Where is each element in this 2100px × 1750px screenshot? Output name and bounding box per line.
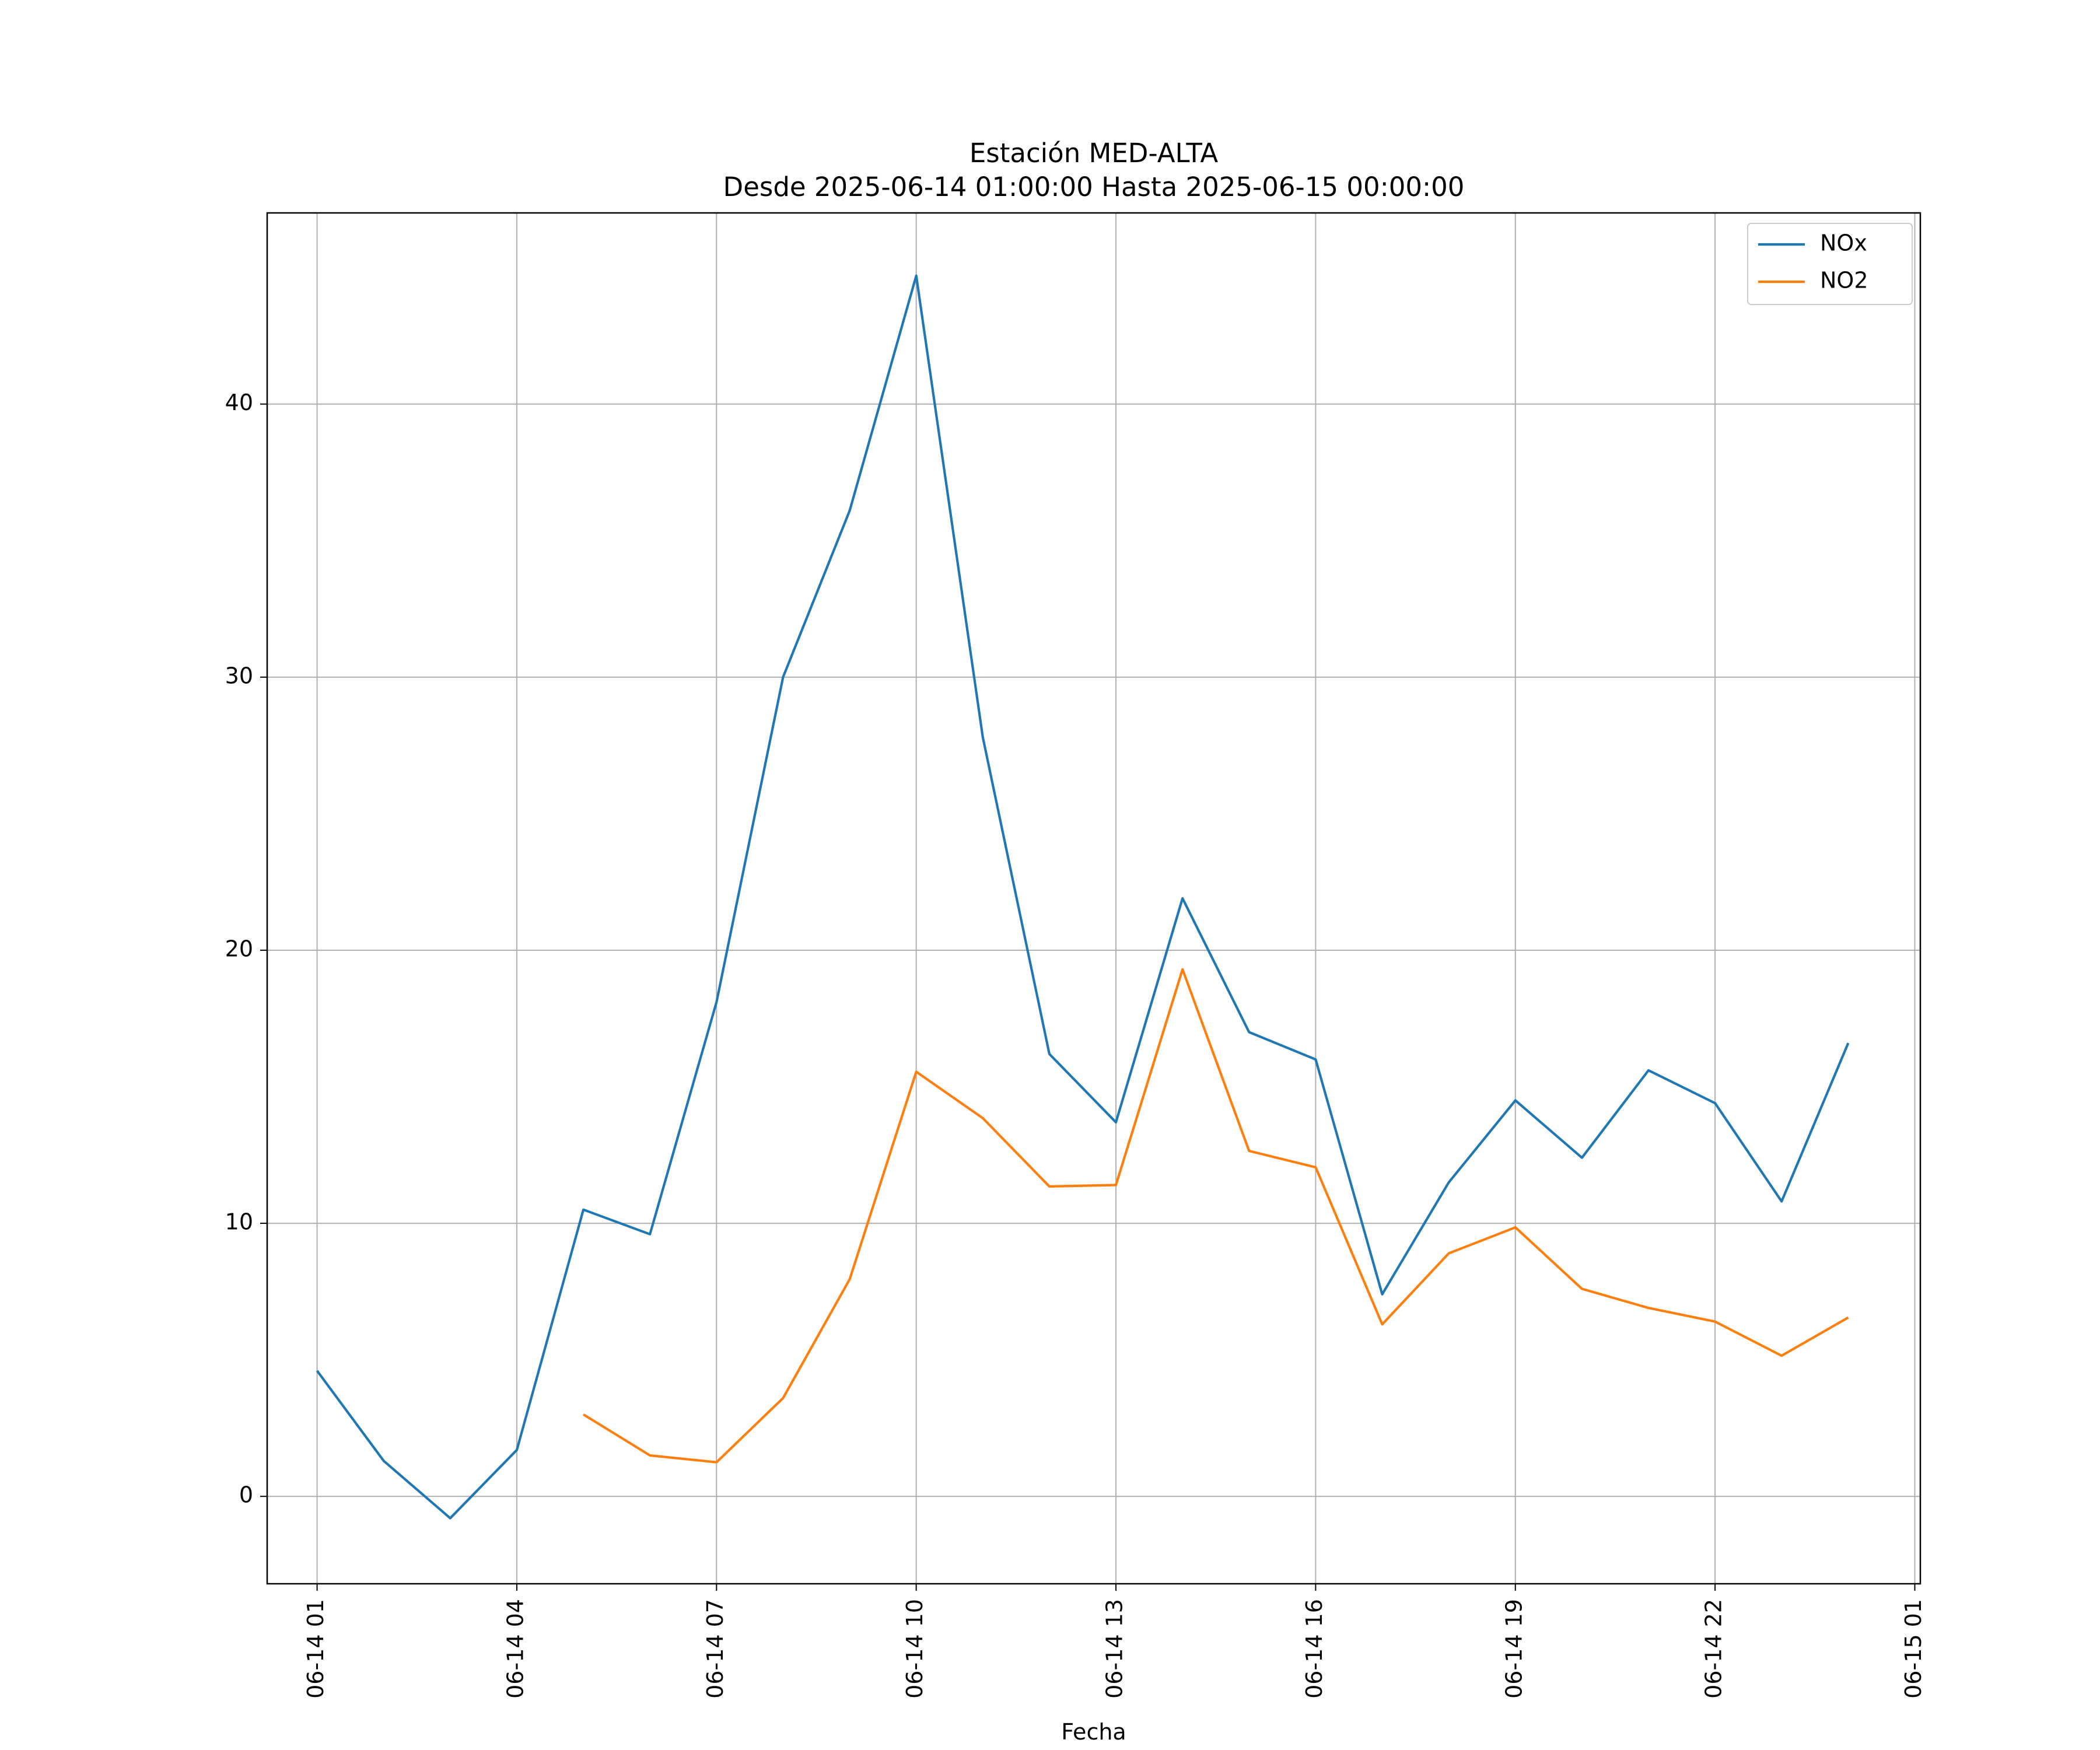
y-tick-label: 10 bbox=[225, 1209, 253, 1235]
x-tick-label: 06-14 04 bbox=[502, 1599, 528, 1699]
plot-area-frame bbox=[266, 212, 1922, 1585]
x-tick-label: 06-14 19 bbox=[1501, 1599, 1527, 1699]
x-axis-ticks: 06-14 01 06-14 04 06-14 07 06-14 10 06-14 13… bbox=[303, 1584, 1926, 1699]
legend-label: NO2 bbox=[1820, 268, 1868, 293]
y-tick-label: 0 bbox=[239, 1482, 253, 1508]
grid-lines bbox=[267, 213, 1920, 1584]
y-tick-label: 40 bbox=[225, 390, 253, 415]
series-lines bbox=[316, 274, 1850, 1520]
x-tick-label: 06-14 13 bbox=[1102, 1599, 1128, 1699]
chart-title: Estación MED-ALTA bbox=[970, 138, 1219, 169]
x-tick-label: 06-14 07 bbox=[702, 1599, 728, 1699]
x-tick-label: 06-14 01 bbox=[303, 1599, 328, 1699]
series-line-nox bbox=[316, 274, 1850, 1520]
legend: NOx NO2 bbox=[1747, 223, 1913, 305]
x-tick-label: 06-14 22 bbox=[1701, 1599, 1727, 1699]
y-tick-label: 20 bbox=[225, 936, 253, 961]
x-axis-label: Fecha bbox=[1061, 1719, 1126, 1745]
y-axis-ticks: 0 10 20 30 40 bbox=[225, 390, 267, 1508]
x-tick-label: 06-14 16 bbox=[1301, 1599, 1327, 1699]
series-line-no2 bbox=[582, 968, 1849, 1464]
x-tick-label: 06-15 01 bbox=[1901, 1599, 1926, 1699]
legend-label: NOx bbox=[1820, 230, 1867, 256]
x-tick-label: 06-14 10 bbox=[902, 1599, 928, 1699]
chart-subtitle: Desde 2025-06-14 01:00:00 Hasta 2025-06-… bbox=[723, 172, 1465, 202]
y-tick-label: 30 bbox=[225, 663, 253, 688]
